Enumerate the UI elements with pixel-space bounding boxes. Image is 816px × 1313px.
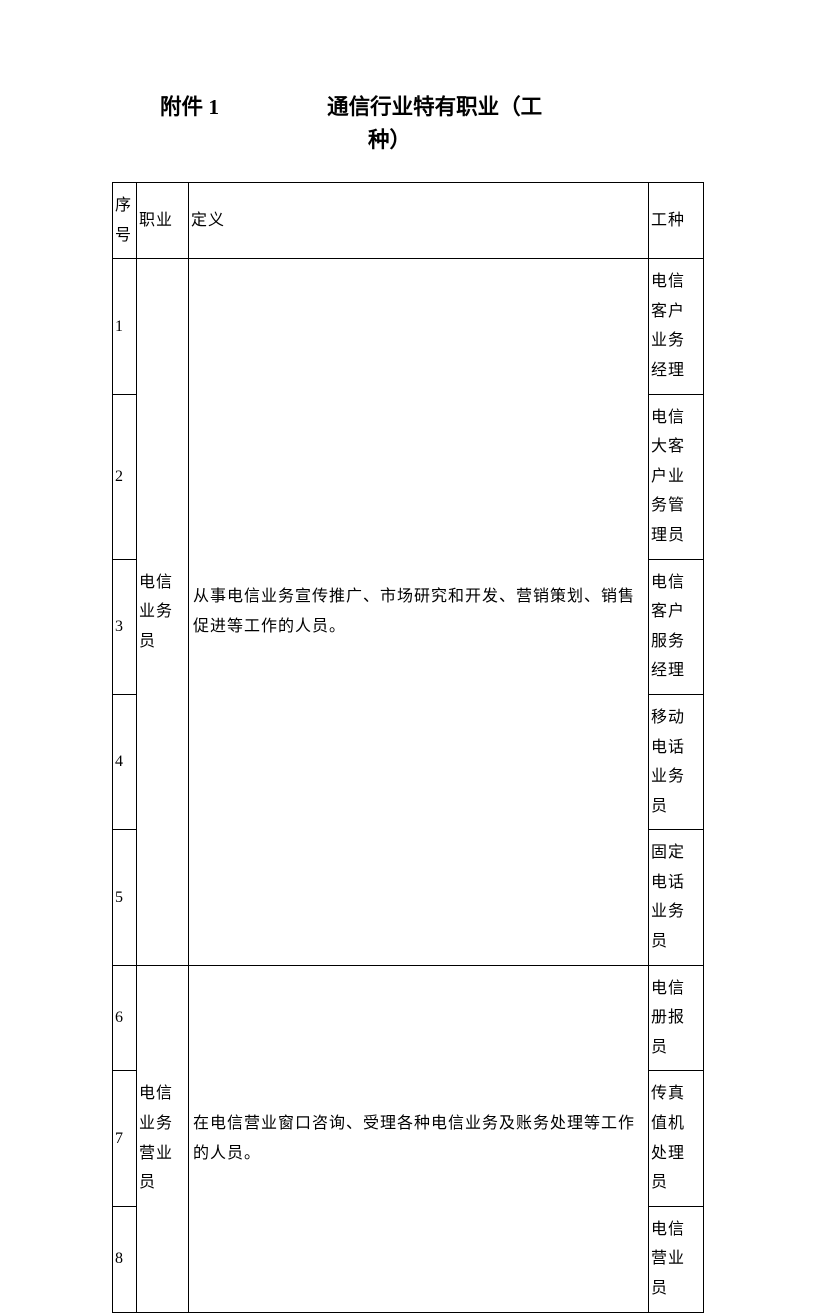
- cell-seq: 7: [113, 1071, 137, 1206]
- header-def: 定义: [189, 183, 649, 259]
- cell-def: 在电信营业窗口咨询、受理各种电信业务及账务处理等工作的人员。: [189, 965, 649, 1312]
- cell-type: 电信大客户业务管理员: [649, 394, 704, 559]
- cell-type: 电信客户业务经理: [649, 259, 704, 394]
- cell-seq: 5: [113, 830, 137, 965]
- cell-type: 移动电话业务员: [649, 694, 704, 829]
- table-header-row: 序号 职业 定义 工种: [113, 183, 704, 259]
- header-job: 职业: [137, 183, 189, 259]
- cell-type: 电信客户服务经理: [649, 559, 704, 694]
- table-row: 6 电信业务营业员 在电信营业窗口咨询、受理各种电信业务及账务处理等工作的人员。…: [113, 965, 704, 1071]
- appendix-label: 附件 1: [112, 90, 219, 121]
- cell-seq: 3: [113, 559, 137, 694]
- cell-type: 电信营业员: [649, 1206, 704, 1312]
- cell-def: 从事电信业务宣传推广、市场研究和开发、营销策划、销售促进等工作的人员。: [189, 259, 649, 965]
- cell-type: 电信册报员: [649, 965, 704, 1071]
- cell-seq: 8: [113, 1206, 137, 1312]
- cell-type: 固定电话业务员: [649, 830, 704, 965]
- cell-seq: 4: [113, 694, 137, 829]
- document-title-row: 附件 1 通信行业特有职业（工: [112, 90, 704, 121]
- header-seq: 序号: [113, 183, 137, 259]
- title-main: 通信行业特有职业（工: [327, 90, 542, 121]
- table-row: 1 电信业务员 从事电信业务宣传推广、市场研究和开发、营销策划、销售促进等工作的…: [113, 259, 704, 394]
- cell-job: 电信业务营业员: [137, 965, 189, 1312]
- title-sub: 种）: [368, 123, 704, 154]
- cell-seq: 1: [113, 259, 137, 394]
- cell-job: 电信业务员: [137, 259, 189, 965]
- header-type: 工种: [649, 183, 704, 259]
- occupation-table: 序号 职业 定义 工种 1 电信业务员 从事电信业务宣传推广、市场研究和开发、营…: [112, 182, 704, 1313]
- cell-seq: 2: [113, 394, 137, 559]
- cell-type: 传真值机处理员: [649, 1071, 704, 1206]
- cell-seq: 6: [113, 965, 137, 1071]
